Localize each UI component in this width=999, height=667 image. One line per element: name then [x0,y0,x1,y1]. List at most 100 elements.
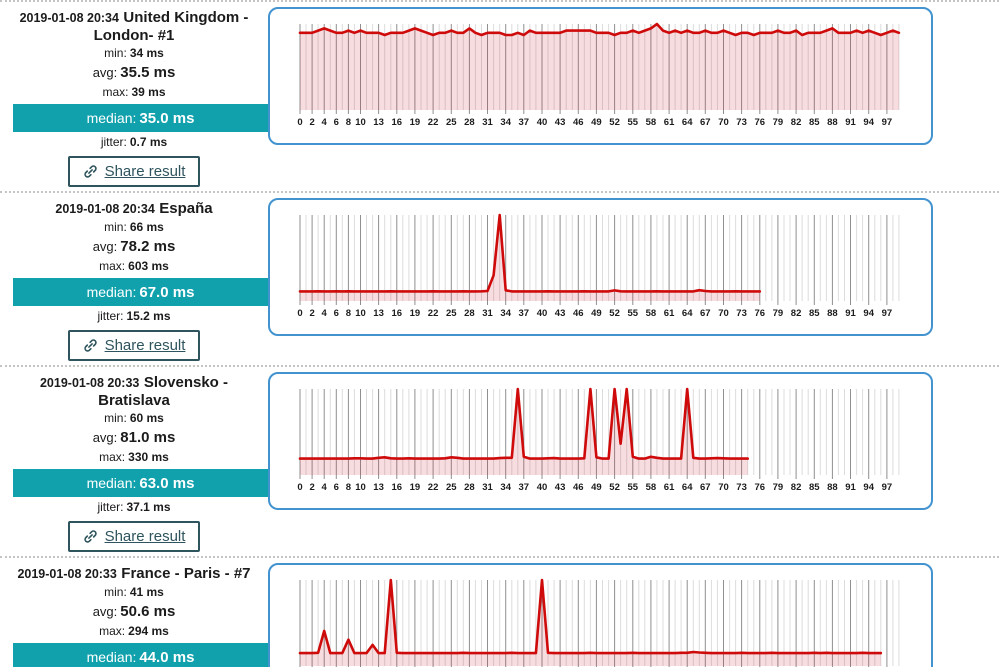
svg-text:34: 34 [500,482,511,493]
svg-text:16: 16 [392,482,403,493]
min-stat: min: 60 ms [0,411,268,426]
svg-text:22: 22 [428,308,439,319]
svg-text:28: 28 [464,117,475,128]
latency-chart: 0246810131619222528313437404346495255586… [268,563,933,667]
median-value: 44.0 ms [139,649,195,666]
min-value: 41 ms [129,585,164,599]
min-label: min: [104,585,127,599]
svg-text:85: 85 [809,117,820,128]
svg-text:64: 64 [682,482,693,493]
avg-label: avg: [92,239,118,254]
result-title: 2019-01-08 20:33 Slovensko - Bratislava [6,372,262,409]
max-label: max: [99,450,126,464]
svg-text:22: 22 [428,482,439,493]
svg-text:55: 55 [628,482,639,493]
avg-label: avg: [92,430,118,445]
svg-text:46: 46 [573,482,584,493]
max-label: max: [99,259,126,273]
svg-text:0: 0 [297,117,302,128]
share-result-button[interactable]: Share result [67,156,201,187]
avg-value: 81.0 ms [120,429,176,446]
median-label: median: [86,475,137,491]
svg-text:70: 70 [718,482,729,493]
min-value: 66 ms [129,220,164,234]
svg-text:76: 76 [755,117,766,128]
median-bar: median: 67.0 ms [13,278,268,306]
svg-text:40: 40 [537,117,548,128]
avg-stat: avg: 50.6 ms [0,602,268,622]
svg-text:13: 13 [373,482,384,493]
svg-text:8: 8 [346,117,351,128]
result-title: 2019-01-08 20:33 France - Paris - #7 [6,563,262,583]
jitter-label: jitter: [97,500,124,514]
svg-text:76: 76 [755,482,766,493]
share-result-label: Share result [104,528,186,545]
result-location: France - Paris - #7 [121,565,251,582]
svg-text:73: 73 [736,482,747,493]
svg-text:70: 70 [718,117,729,128]
svg-text:6: 6 [334,482,339,493]
share-result-button[interactable]: Share result [67,330,201,361]
svg-text:43: 43 [555,482,566,493]
link-icon [83,529,98,544]
min-value: 60 ms [129,411,164,425]
svg-text:67: 67 [700,117,711,128]
svg-text:94: 94 [863,117,874,128]
svg-text:97: 97 [882,308,893,319]
svg-text:82: 82 [791,308,802,319]
svg-text:10: 10 [355,117,366,128]
share-result-button[interactable]: Share result [67,521,201,552]
max-value: 603 ms [128,259,169,273]
svg-text:67: 67 [700,308,711,319]
result-title: 2019-01-08 20:34 United Kingdom - London… [6,7,262,44]
min-label: min: [104,220,127,234]
svg-text:88: 88 [827,482,838,493]
svg-text:31: 31 [482,117,493,128]
svg-text:61: 61 [664,482,675,493]
svg-text:64: 64 [682,308,693,319]
svg-text:28: 28 [464,482,475,493]
median-value: 63.0 ms [139,475,195,492]
svg-text:88: 88 [827,117,838,128]
svg-text:58: 58 [646,482,657,493]
result-title: 2019-01-08 20:34 España [6,198,262,218]
share-result-label: Share result [104,163,186,180]
svg-text:91: 91 [845,308,856,319]
svg-text:58: 58 [646,308,657,319]
svg-text:52: 52 [609,117,620,128]
max-stat: max: 39 ms [0,85,268,100]
svg-text:85: 85 [809,482,820,493]
chart-panel: 0246810131619222528313437404346495255586… [268,558,999,667]
result-timestamp: 2019-01-08 20:34 [19,11,119,25]
result-location: United Kingdom - London- #1 [93,9,249,44]
svg-text:58: 58 [646,117,657,128]
jitter-value: 37.1 ms [126,500,171,514]
svg-text:49: 49 [591,482,602,493]
svg-text:46: 46 [573,308,584,319]
svg-text:73: 73 [736,308,747,319]
avg-value: 35.5 ms [120,64,176,81]
median-label: median: [86,110,137,126]
link-icon [83,164,98,179]
jitter-stat: jitter: 37.1 ms [0,500,268,515]
svg-text:0: 0 [297,482,302,493]
svg-text:25: 25 [446,308,457,319]
min-stat: min: 66 ms [0,220,268,235]
result-row: 2019-01-08 20:33 Slovensko - Bratislava … [0,365,999,556]
svg-text:55: 55 [628,308,639,319]
svg-text:31: 31 [482,308,493,319]
svg-text:97: 97 [882,482,893,493]
svg-text:13: 13 [373,308,384,319]
svg-text:10: 10 [355,308,366,319]
svg-text:19: 19 [410,482,421,493]
median-bar: median: 63.0 ms [13,469,268,497]
svg-text:13: 13 [373,117,384,128]
svg-text:16: 16 [392,308,403,319]
svg-text:79: 79 [773,482,784,493]
svg-text:55: 55 [628,117,639,128]
svg-text:25: 25 [446,482,457,493]
